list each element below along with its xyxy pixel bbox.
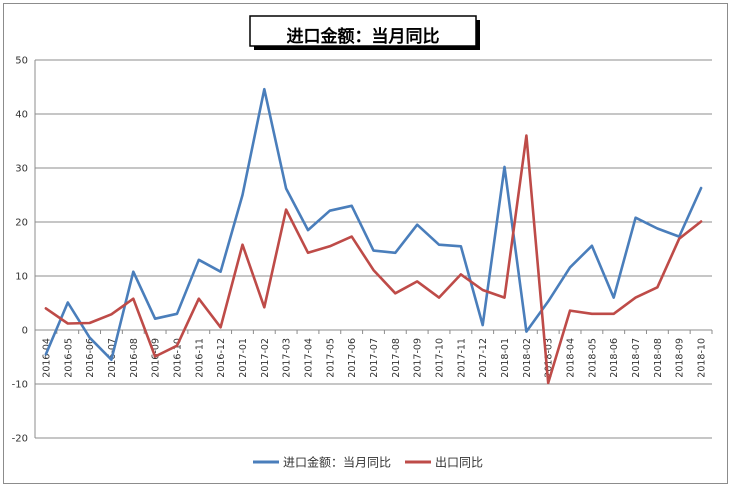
- x-tick-label: 2016-12: [216, 338, 227, 378]
- y-tick-label: 40: [15, 110, 28, 121]
- x-tick-label: 2017-08: [391, 338, 402, 378]
- y-axis: -20 -10 0 10 20 30 40 50: [12, 56, 36, 445]
- x-tick-label: 2016-09: [151, 338, 162, 378]
- y-tick-label: 30: [15, 164, 28, 175]
- x-tick-label: 2018-07: [631, 338, 642, 378]
- x-tick-label: 2016-06: [85, 338, 96, 378]
- legend-label-1: 进口金额：当月同比: [283, 455, 391, 470]
- x-tick-label: 2017-09: [413, 338, 424, 378]
- x-tick-label: 2017-07: [369, 338, 380, 378]
- y-tick-label: -10: [12, 380, 28, 391]
- series-lines: [44, 87, 703, 385]
- chart-title: 进口金额：当月同比: [287, 26, 440, 47]
- x-tick-label: 2017-12: [478, 338, 489, 378]
- x-tick-label: 2018-03: [544, 338, 555, 378]
- x-tick-label: 2017-03: [282, 338, 293, 378]
- y-tick-label: 20: [15, 218, 28, 229]
- chart-title-box: 进口金额：当月同比: [249, 15, 480, 50]
- x-tick-label: 2018-06: [609, 338, 620, 378]
- x-tick-label: 2017-11: [456, 338, 467, 378]
- x-tick-label: 2018-02: [522, 338, 533, 378]
- x-tick-label: 2018-10: [697, 338, 708, 378]
- x-tick-label: 2018-04: [566, 338, 577, 378]
- y-tick-label: 0: [22, 326, 28, 337]
- x-tick-label: 2017-06: [347, 338, 358, 378]
- x-tick-label: 2017-05: [325, 338, 336, 378]
- x-tick-label: 2018-01: [500, 338, 511, 378]
- y-tick-label: 10: [15, 272, 28, 283]
- x-tick-label: 2016-08: [129, 338, 140, 378]
- x-tick-label: 2018-09: [675, 338, 686, 378]
- x-tick-label: 2017-10: [435, 338, 446, 378]
- x-tick-label: 2017-02: [260, 338, 271, 378]
- x-tick-label: 2016-04: [41, 338, 52, 378]
- chart-frame: [3, 3, 728, 484]
- y-tick-label: 50: [15, 56, 28, 67]
- x-tick-label: 2017-04: [303, 338, 314, 378]
- x-tick-label: 2016-05: [63, 338, 74, 378]
- x-tick-label: 2017-01: [238, 338, 249, 378]
- x-axis: 2016-04 2016-05 2016-06 2016-07 2016-08 2016-…: [34, 329, 713, 378]
- x-tick-label: 2018-08: [653, 338, 664, 378]
- x-tick-label: 2016-10: [172, 338, 183, 378]
- legend-label-2: 出口同比: [435, 456, 483, 470]
- legend: 进口金额：当月同比 出口同比: [253, 455, 483, 470]
- y-tick-label: -20: [12, 434, 28, 445]
- series-line-1: [44, 87, 703, 362]
- series-line-2: [44, 134, 703, 385]
- x-tick-label: 2016-11: [194, 338, 205, 378]
- x-tick-label: 2018-05: [587, 338, 598, 378]
